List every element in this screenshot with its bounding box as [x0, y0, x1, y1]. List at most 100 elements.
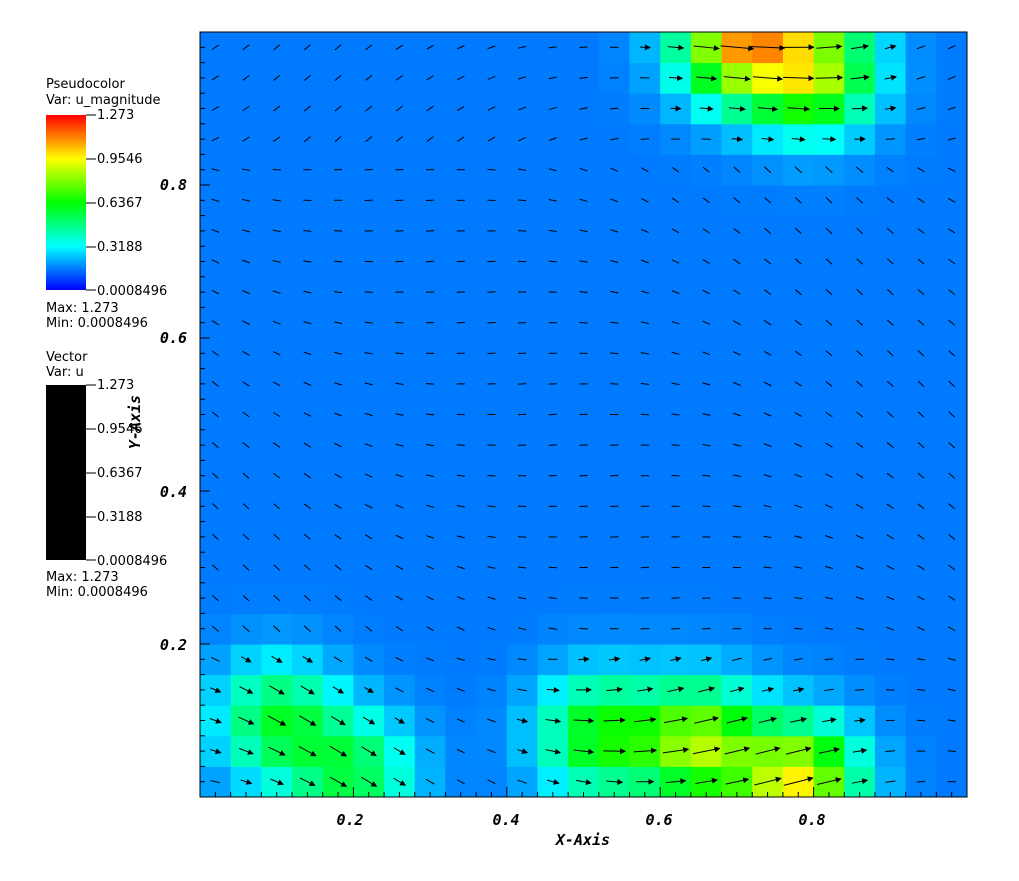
pseudocolor-min: Min: 0.0008496	[46, 316, 148, 331]
pseudocolor-label-min: 0.0008496	[97, 284, 167, 299]
vector-arrow	[723, 75, 751, 82]
vector-arrow	[764, 289, 772, 295]
vector-arrow	[733, 320, 741, 326]
vector-arrow	[917, 442, 925, 449]
vector-arrow	[917, 228, 925, 234]
vector-arrow	[671, 259, 680, 264]
vector-arrow	[761, 136, 775, 143]
vector-arrow	[273, 44, 281, 51]
vector-arrow	[856, 227, 863, 234]
vector-arrow	[395, 657, 404, 662]
vector-arrow	[334, 382, 343, 386]
vector-arrow	[273, 105, 281, 112]
vector-arrow	[238, 747, 254, 755]
pseudocolor-label: 0.6367	[97, 196, 143, 211]
vector-arrow	[733, 258, 741, 265]
vector-arrow	[211, 136, 220, 142]
vector-arrow	[242, 75, 250, 81]
vector-arrow	[667, 686, 685, 693]
vector-arrow	[210, 780, 221, 784]
vector-arrow	[824, 627, 834, 630]
vector-arrow	[365, 595, 373, 601]
vector-arrow	[824, 658, 834, 661]
vector-arrow	[763, 474, 772, 478]
vector-arrow	[816, 777, 842, 786]
vector-arrow	[334, 473, 342, 479]
vector-arrow	[763, 443, 772, 447]
vector-arrow	[456, 718, 465, 723]
vector-arrow	[755, 746, 781, 755]
vector-arrow	[947, 75, 956, 80]
vector-arrow	[578, 656, 590, 663]
vector-arrow	[671, 413, 680, 416]
vector-arrow	[395, 504, 404, 509]
vector-arrow	[518, 106, 527, 111]
vector-arrow	[702, 413, 711, 416]
vector-arrow	[947, 106, 956, 111]
vector-arrow	[916, 780, 926, 783]
vector-arrow	[303, 321, 312, 325]
vector-arrow	[794, 350, 802, 357]
vector-arrow	[395, 443, 404, 447]
vector-arrow	[300, 685, 315, 695]
vector-arrow	[303, 412, 312, 417]
vector-arrow	[763, 166, 772, 174]
vector-arrow	[886, 658, 895, 661]
vector-arrow	[273, 136, 281, 142]
vector-arrow	[886, 166, 894, 173]
vector-arrow	[456, 75, 465, 81]
vector-arrow	[364, 352, 373, 355]
vector-arrow	[579, 137, 588, 141]
vector-arrow	[640, 413, 649, 416]
vector-arrow	[886, 197, 894, 204]
pseudocolor-legend-title: Pseudocolor	[46, 77, 125, 92]
vector-arrow	[456, 657, 465, 661]
vector-arrow	[456, 596, 465, 601]
vector-arrow	[487, 779, 496, 784]
vector-arrow	[794, 227, 802, 234]
vector-arrow	[733, 351, 741, 356]
vector-arrow	[518, 596, 527, 600]
vector-arrow	[240, 656, 252, 663]
vector-arrow	[851, 43, 870, 50]
vector-arrow	[917, 472, 925, 479]
vector-arrow	[333, 260, 343, 263]
vector-arrow	[825, 381, 833, 387]
vector-arrow	[855, 627, 864, 631]
vector-arrow	[364, 473, 373, 478]
vector-arrow	[211, 350, 219, 357]
vector-arrow	[917, 534, 925, 540]
vector-arrow	[947, 167, 956, 172]
vector-arrow	[606, 686, 624, 693]
vector-min: Min: 0.0008496	[46, 585, 148, 600]
vector-arrow	[303, 290, 312, 294]
vector-arrow	[947, 688, 956, 692]
vector-arrow	[302, 655, 313, 663]
vector-arrow	[365, 564, 373, 571]
vector-arrow	[518, 76, 527, 80]
vector-arrow	[671, 320, 680, 325]
vector-arrow	[696, 75, 718, 82]
vector-arrow	[702, 443, 711, 447]
vector-arrow	[426, 657, 435, 662]
vector-label: 0.9546	[97, 422, 143, 437]
vector-arrow	[487, 168, 496, 171]
vector-arrow	[702, 289, 711, 295]
vector-arrow	[610, 260, 619, 263]
vector-arrow	[671, 382, 680, 386]
vector-arrow	[303, 44, 311, 51]
vector-arrow	[394, 717, 405, 724]
vector-arrow	[548, 597, 557, 600]
vector-arrow	[790, 716, 808, 723]
vector-arrow	[794, 442, 803, 448]
vector-arrow	[702, 259, 710, 264]
vector-arrow	[917, 380, 925, 388]
vector-arrow	[855, 689, 865, 691]
vector-arrow	[947, 626, 956, 632]
vector-arrow	[702, 474, 711, 477]
vector-arrow	[487, 505, 496, 508]
vector-arrow	[365, 105, 373, 112]
vector-arrow	[395, 595, 404, 601]
vector-arrow	[548, 137, 557, 141]
vector-arrow	[640, 228, 649, 233]
